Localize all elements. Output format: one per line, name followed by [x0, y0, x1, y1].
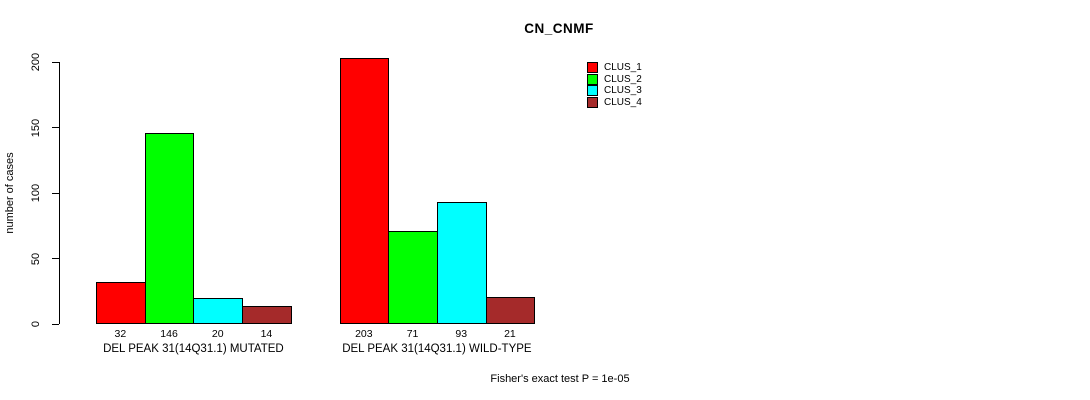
bar-clus_3-group2 [436, 202, 487, 324]
bar-value-label: 32 [114, 328, 127, 340]
legend-item: CLUS_4 [587, 96, 642, 109]
bar-value-label: 203 [355, 328, 373, 340]
legend-swatch-clus_2 [587, 73, 598, 85]
x-group-label: DEL PEAK 31(14Q31.1) WILD-TYPE [342, 343, 532, 355]
legend-item: CLUS_3 [587, 85, 642, 97]
y-tick-mark [52, 323, 59, 325]
bar-value-label: 146 [160, 328, 178, 340]
y-tick-mark [52, 192, 59, 194]
bar-value-label: 14 [260, 328, 273, 340]
legend-item: CLUS_1 [587, 62, 642, 74]
y-tick-mark [52, 127, 59, 129]
bar-clus_3-group1 [193, 297, 244, 324]
x-group-label: DEL PEAK 31(14Q31.1) MUTATED [103, 343, 284, 355]
chart-title: CN_CNMF [524, 21, 594, 36]
y-tick-label: 0 [30, 320, 42, 328]
bar-value-label: 71 [406, 328, 419, 340]
y-tick-mark [52, 61, 59, 63]
y-tick-mark [52, 258, 59, 260]
legend-label: CLUS_3 [604, 85, 642, 97]
legend-swatch-clus_1 [587, 62, 598, 74]
legend-swatch-clus_3 [587, 85, 598, 97]
bar-clus_2-group2 [388, 231, 438, 324]
y-tick-label: 200 [30, 53, 42, 72]
legend-item: CLUS_2 [587, 73, 642, 86]
legend-swatch-clus_4 [587, 96, 598, 108]
legend-label: CLUS_4 [604, 96, 642, 108]
bar-clus_4-group1 [242, 305, 292, 324]
bar-clus_2-group1 [144, 132, 195, 324]
bar-value-label: 93 [455, 328, 468, 340]
bar-clus_4-group2 [485, 296, 536, 324]
legend: CLUS_1 CLUS_2 CLUS_3 CLUS_4 [587, 62, 642, 108]
bar-value-label: 20 [211, 328, 224, 340]
y-tick-label: 100 [30, 183, 42, 203]
y-axis-label: number of cases [4, 152, 16, 234]
legend-label: CLUS_1 [604, 62, 642, 74]
legend-label: CLUS_2 [604, 73, 642, 85]
bar-clus_1-group2 [339, 58, 390, 324]
y-tick-label: 50 [30, 252, 42, 265]
y-tick-label: 150 [30, 118, 42, 137]
y-axis-line [59, 62, 60, 324]
bar-clus_1-group1 [96, 282, 146, 324]
footnote-text: Fisher's exact test P = 1e-05 [490, 373, 630, 385]
bar-value-label: 21 [504, 328, 516, 340]
